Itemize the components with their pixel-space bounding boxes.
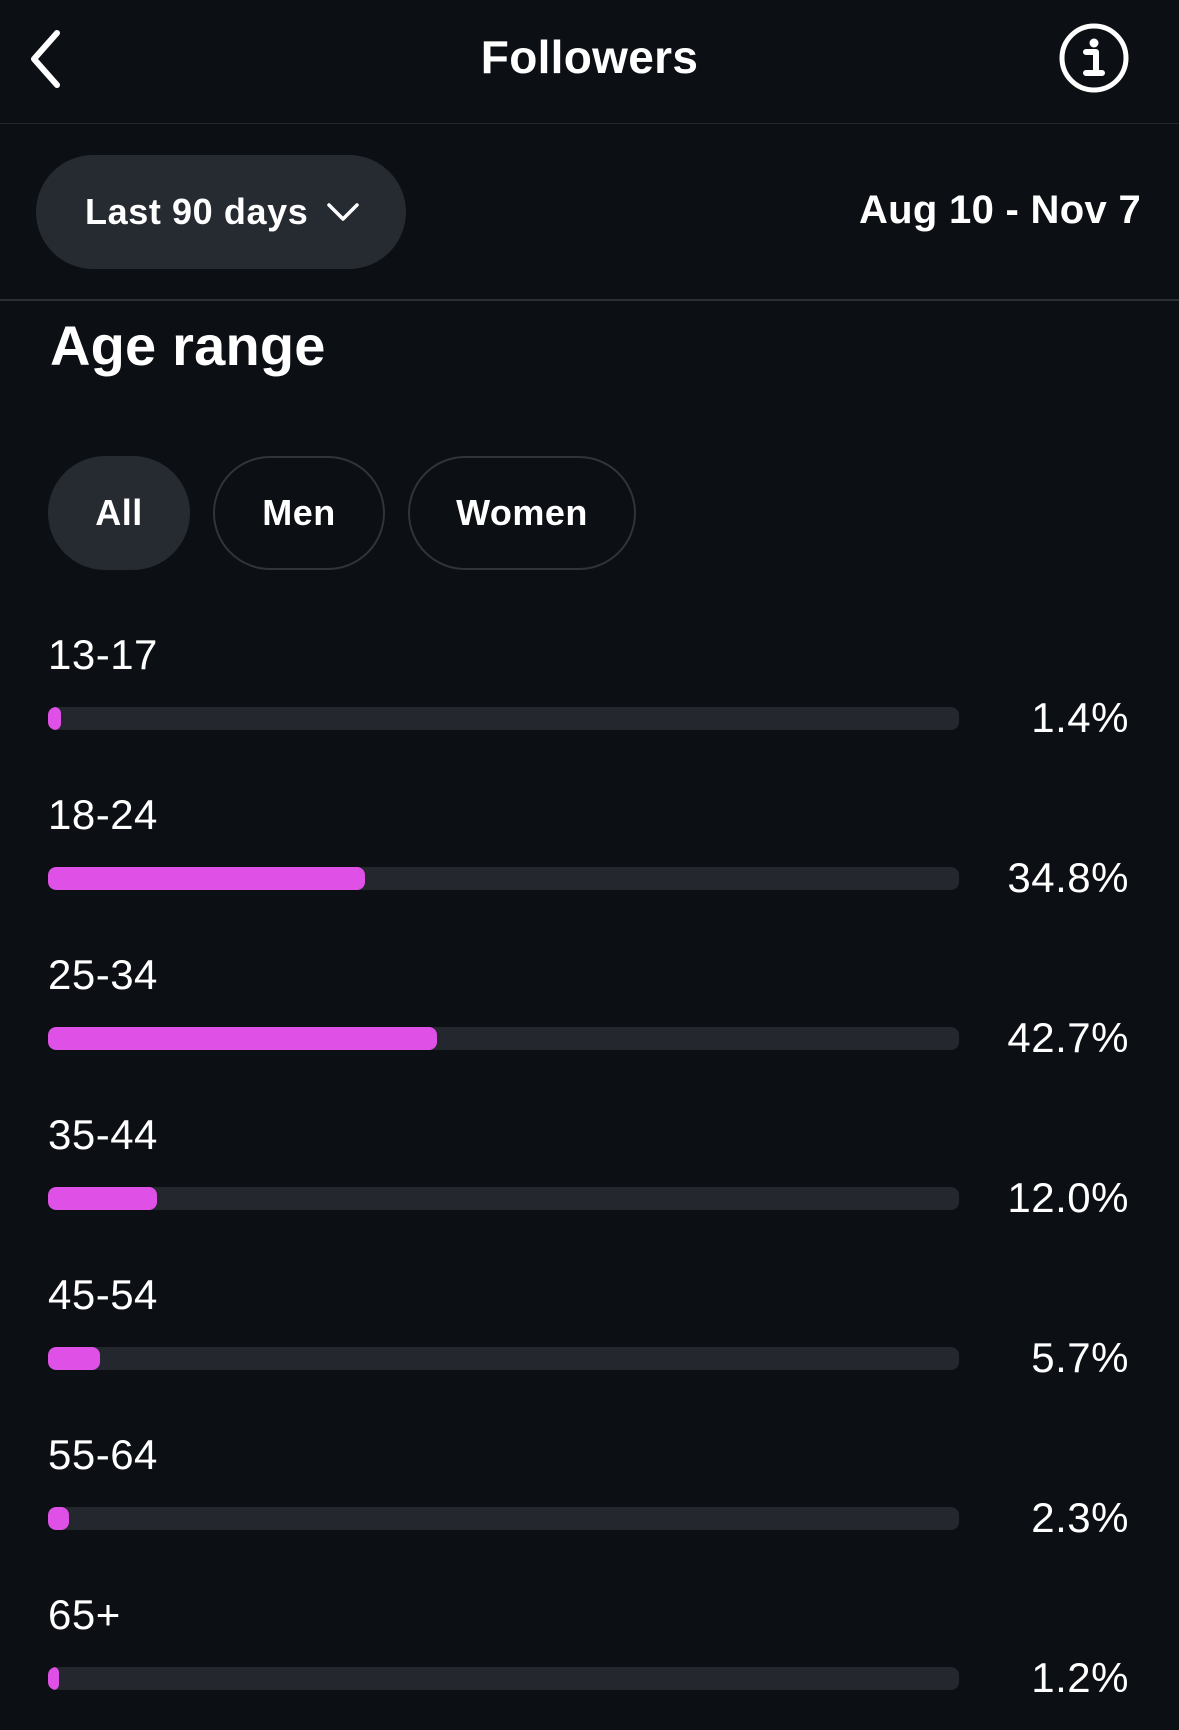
progress-track — [48, 1187, 959, 1210]
percentage-value: 34.8% — [1007, 854, 1129, 901]
period-dropdown[interactable]: Last 90 days — [36, 155, 406, 269]
percentage-value: 2.3% — [1031, 1494, 1129, 1541]
age-row: 13-17 1.4% — [0, 620, 1179, 780]
section-title: Age range — [50, 314, 326, 377]
progress-fill — [48, 867, 366, 890]
age-row: 35-44 12.0% — [0, 1100, 1179, 1260]
progress-track — [48, 1027, 959, 1050]
age-range-label: 45-54 — [48, 1271, 158, 1318]
age-range-label: 35-44 — [48, 1111, 158, 1158]
progress-fill — [48, 707, 61, 730]
chevron-left-icon — [31, 30, 60, 88]
age-range-label: 65+ — [48, 1591, 121, 1638]
tab-women[interactable]: Women — [408, 456, 636, 570]
percentage-value: 42.7% — [1007, 1014, 1129, 1061]
age-range-label: 18-24 — [48, 791, 158, 838]
percentage-value: 1.2% — [1031, 1654, 1129, 1701]
age-range-list: 13-17 1.4% 18-24 34.8% 25-34 42.7% 35-44 12.0% 4… — [0, 620, 1179, 1730]
progress-track — [48, 1507, 959, 1530]
progress-fill — [48, 1187, 158, 1210]
chevron-down-icon — [326, 201, 360, 223]
progress-track — [48, 867, 959, 890]
age-row: 65+ 1.2% — [0, 1580, 1179, 1730]
age-row: 18-24 34.8% — [0, 780, 1179, 940]
age-row: 55-64 2.3% — [0, 1420, 1179, 1580]
age-range-label: 55-64 — [48, 1431, 158, 1478]
back-button[interactable] — [22, 24, 70, 94]
top-nav-bar: Followers — [0, 0, 1179, 124]
tab-all[interactable]: All — [48, 456, 190, 570]
percentage-value: 1.4% — [1031, 694, 1129, 741]
filter-bar: Last 90 days Aug 10 - Nov 7 — [0, 124, 1179, 301]
percentage-value: 5.7% — [1031, 1334, 1129, 1381]
page-title: Followers — [480, 31, 699, 83]
age-range-label: 13-17 — [48, 631, 158, 678]
progress-fill — [48, 1507, 69, 1530]
age-row: 25-34 42.7% — [0, 940, 1179, 1100]
age-row: 45-54 5.7% — [0, 1260, 1179, 1420]
period-label: Last 90 days — [85, 191, 309, 232]
progress-track — [48, 1347, 959, 1370]
date-range-text: Aug 10 - Nov 7 — [858, 188, 1141, 232]
tab-men[interactable]: Men — [213, 456, 385, 570]
info-button[interactable] — [1058, 22, 1130, 94]
age-range-label: 25-34 — [48, 951, 158, 998]
progress-fill — [48, 1667, 59, 1690]
progress-fill — [48, 1347, 100, 1370]
progress-track — [48, 707, 959, 730]
progress-track — [48, 1667, 959, 1690]
info-circle-icon — [1059, 23, 1129, 93]
percentage-value: 12.0% — [1007, 1174, 1129, 1221]
progress-fill — [48, 1027, 437, 1050]
